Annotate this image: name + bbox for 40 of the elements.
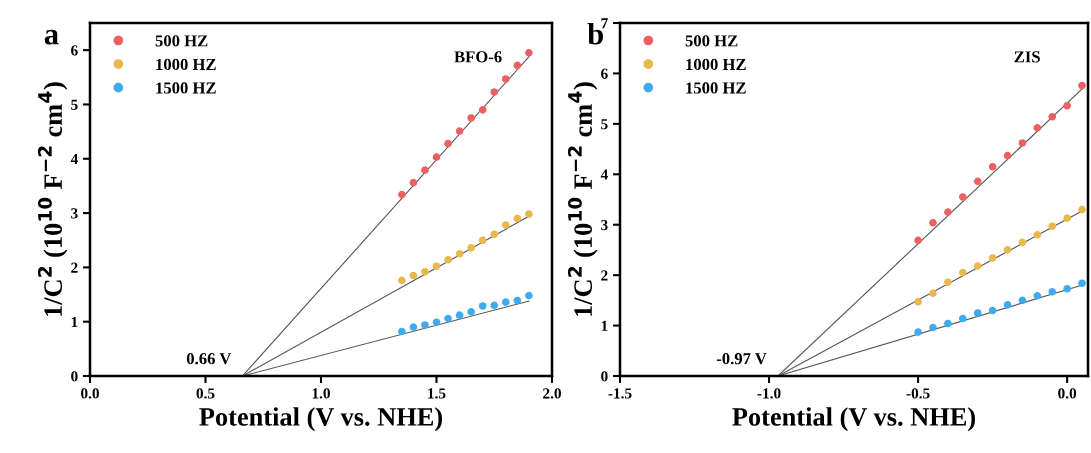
annotation: ZIS [1014,51,1040,63]
x-tick-label: 1.0 [312,388,330,399]
y-tick-label: 4 [600,169,608,180]
legend-label: 500 HZ [685,35,738,47]
annotation: BFO-6 [454,51,502,63]
y-tick-label: 5 [71,99,78,110]
x-tick-label: 1.5 [428,388,446,399]
y-tick-label: 6 [71,45,78,56]
x-tick-label: 0.5 [196,388,215,399]
x-axis-title: Potential (V vs. NHE) [199,407,443,432]
text: 1/C$^{2}$ (10$^{10}$ F$^{−2}$ cm$^{4}$) [567,82,598,316]
y-tick-label: 3 [601,219,608,231]
y-tick-label: 0 [601,371,608,382]
text: 1/C$^{2}$ (10$^{10}$ F$^{−2}$ cm$^{4}$) [37,82,68,316]
annotation: -0.97 V [716,353,767,365]
y-tick-label: 1 [71,316,78,327]
y-tick-label: 4 [70,154,78,165]
text: b [587,23,603,45]
text: a [44,29,59,45]
y-tick-label: 6 [601,68,608,79]
y-tick-label: 7 [601,18,608,29]
y-tick-label: 5 [601,119,608,130]
x-tick-label: 2.0 [543,388,561,399]
y-tick-label: 2 [71,262,78,273]
y-tick-label: 2 [601,270,608,281]
legend-label: 1000 HZ [686,58,746,71]
legend-label: 1500 HZ [156,82,216,94]
x-tick-label: -1.0 [757,388,781,399]
y-tick-label: 1 [601,320,608,331]
y-tick-label: 3 [71,208,78,219]
x-tick-label: 0.0 [81,388,99,399]
x-axis-title: Potential (V vs. NHE) [732,407,976,432]
legend-label: 500 HZ [155,35,208,47]
annotation: 0.66 V [186,353,232,365]
legend-label: 1000 HZ [156,58,216,71]
x-tick-label: 0.0 [1058,388,1077,399]
legend-label: 1500 HZ [686,82,746,94]
x-tick-label: -1.5 [608,388,632,399]
y-tick-label: 0 [71,371,78,382]
x-tick-label: -0.5 [906,388,930,399]
